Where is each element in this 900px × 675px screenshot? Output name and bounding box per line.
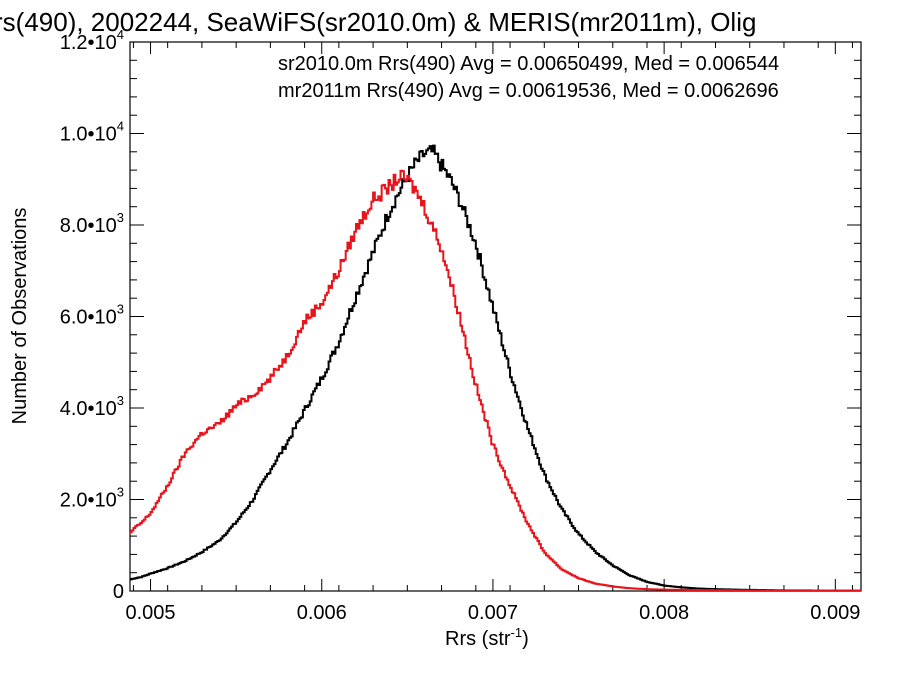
- x-axis-label-superscript: -1: [511, 625, 523, 640]
- y-tick-label-mantissa: 4.0•10: [60, 398, 117, 420]
- y-tick-label-mantissa: 2.0•10: [60, 490, 117, 512]
- y-tick-label-exponent: 4: [117, 27, 124, 42]
- series-layer: [130, 144, 861, 591]
- x-axis: 0.005 0.006 0.007 0.008 0.009: [126, 42, 860, 624]
- y-tick-label: 6.0•103: [60, 302, 124, 329]
- y-tick-label-mantissa: 1.2•10: [60, 32, 117, 54]
- series-mr2011-histogram: [130, 169, 861, 591]
- y-tick-label-mantissa: 0: [113, 581, 124, 603]
- y-tick-label-exponent: 3: [117, 210, 124, 225]
- y-tick-label: 1.2•104: [60, 27, 124, 54]
- x-tick-label: 0.009: [810, 602, 860, 624]
- y-tick-label-mantissa: 1.0•10: [60, 124, 117, 146]
- y-tick-label-exponent: 3: [117, 485, 124, 500]
- y-tick-label-exponent: 3: [117, 302, 124, 317]
- y-tick-label: 2.0•103: [60, 485, 124, 512]
- chart-title: rs(490), 2002244, SeaWiFS(sr2010.0m) & M…: [0, 7, 756, 37]
- y-tick-label-exponent: 3: [117, 393, 124, 408]
- y-tick-label: 4.0•103: [60, 393, 124, 420]
- x-tick-label: 0.005: [126, 602, 176, 624]
- y-tick-label: 8.0•103: [60, 210, 124, 237]
- x-tick-label: 0.008: [639, 602, 689, 624]
- y-tick-label-exponent: 4: [117, 119, 124, 134]
- x-tick-label: 0.006: [297, 602, 347, 624]
- y-tick-label-mantissa: 6.0•10: [60, 307, 117, 329]
- x-axis-label-text: Rrs (str: [445, 628, 511, 650]
- y-tick-label: 0: [113, 581, 124, 603]
- y-tick-label-mantissa: 8.0•10: [60, 215, 117, 237]
- x-tick-label: 0.007: [468, 602, 518, 624]
- y-axis-label: Number of Observations: [9, 208, 31, 425]
- y-axis: 02.0•1034.0•1036.0•1038.0•1031.0•1041.2•…: [60, 27, 861, 603]
- legend-entry-mr2011: mr2011m Rrs(490) Avg = 0.00619536, Med =…: [278, 80, 779, 102]
- x-axis-label-close: ): [522, 628, 529, 650]
- series-sr2010-histogram: [130, 144, 861, 591]
- y-tick-label: 1.0•104: [60, 119, 124, 146]
- x-axis-label: Rrs (str-1): [445, 625, 529, 650]
- legend-entry-sr2010: sr2010.0m Rrs(490) Avg = 0.00650499, Med…: [278, 53, 779, 75]
